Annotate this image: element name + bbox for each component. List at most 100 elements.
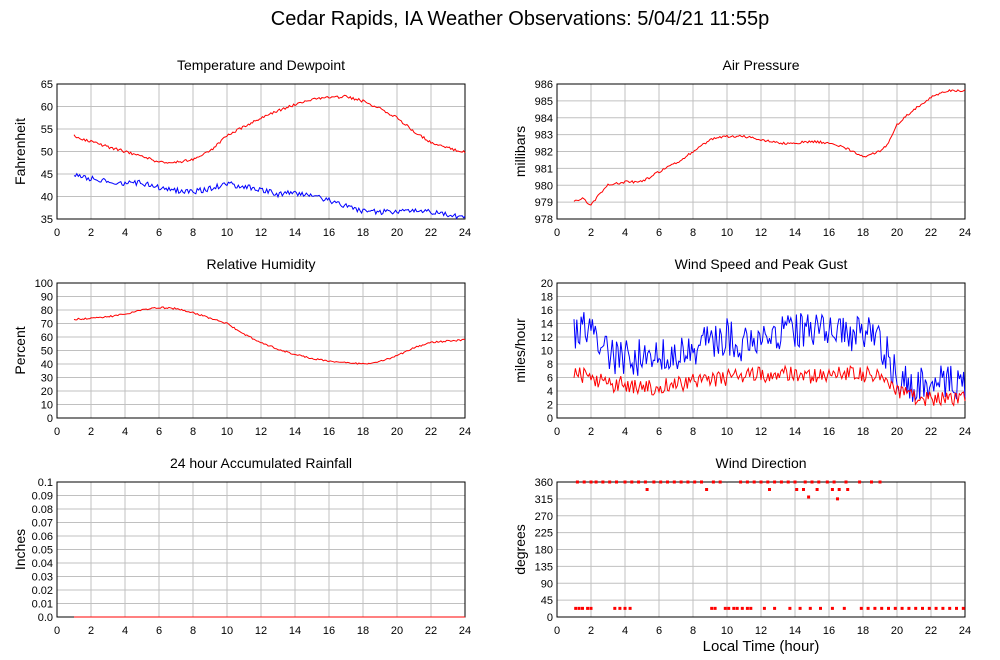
y-tick-label: 55 — [41, 124, 53, 136]
x-tick-label: 12 — [255, 426, 267, 438]
data-point — [768, 488, 771, 491]
page-title: Cedar Rapids, IA Weather Observations: 5… — [270, 8, 770, 30]
data-point — [808, 606, 812, 610]
x-tick-label: 18 — [357, 227, 369, 239]
data-point — [830, 488, 834, 491]
y-tick-label: 0.05 — [32, 545, 53, 557]
data-point — [900, 606, 904, 610]
y-tick-label: 0.06 — [32, 531, 53, 543]
data-point — [659, 480, 663, 484]
chart-humidity: 0 2 4 6 8 10 12 14 16 18 20 22 240102030405060708090… — [12, 256, 471, 438]
x-tick-label: 12 — [755, 426, 767, 438]
x-tick-label: 0 — [554, 625, 560, 637]
data-point — [846, 488, 850, 491]
data-point — [779, 480, 783, 484]
x-tick-label: 20 — [391, 625, 403, 637]
x-tick-label: 22 — [925, 625, 937, 637]
x-tick-label: 24 — [959, 625, 971, 637]
y-tick-label: 40 — [41, 192, 53, 204]
data-point — [739, 480, 743, 484]
data-point — [893, 606, 897, 610]
data-point — [810, 480, 814, 484]
x-tick-label: 6 — [156, 426, 162, 438]
y-tick-label: 225 — [535, 528, 553, 540]
data-point — [836, 497, 839, 501]
x-tick-label: 16 — [323, 426, 335, 438]
series-line — [573, 364, 966, 407]
data-point — [955, 606, 958, 610]
chart-title: Wind Speed and Peak Gust — [675, 256, 848, 272]
data-point — [788, 606, 792, 610]
x-tick-label: 4 — [622, 625, 628, 637]
data-point — [645, 488, 649, 491]
data-point — [623, 480, 627, 484]
chart-rain: 0 2 4 6 8 10 12 14 16 18 20 22 240.00.010.020.030.04… — [12, 455, 471, 637]
data-point — [628, 606, 632, 610]
x-tick-label: 22 — [425, 426, 437, 438]
x-tick-label: 4 — [622, 426, 628, 438]
y-tick-label: 0.08 — [32, 504, 53, 516]
x-tick-label: 6 — [656, 227, 662, 239]
x-tick-label: 16 — [323, 625, 335, 637]
y-tick-label: 0 — [547, 612, 553, 624]
x-tick-label: 12 — [755, 227, 767, 239]
data-point — [802, 488, 805, 491]
data-point — [672, 480, 676, 484]
data-point — [594, 480, 598, 484]
x-tick-label: 8 — [190, 625, 196, 637]
x-tick-label: 20 — [891, 227, 903, 239]
y-axis-label: Inches — [12, 529, 28, 570]
y-tick-label: 0.09 — [32, 491, 53, 503]
x-tick-label: 14 — [789, 426, 801, 438]
y-tick-label: 40 — [41, 359, 53, 371]
data-point — [586, 606, 590, 610]
data-point — [723, 606, 727, 610]
y-axis-label: Fahrenheit — [12, 118, 28, 185]
x-tick-label: 24 — [459, 227, 471, 239]
x-tick-label: 10 — [721, 625, 733, 637]
data-point — [825, 480, 829, 484]
y-tick-label: 10 — [41, 400, 53, 412]
y-tick-label: 18 — [541, 292, 553, 304]
data-point — [870, 480, 873, 484]
data-point — [710, 606, 714, 610]
x-tick-label: 8 — [690, 426, 696, 438]
x-tick-label: 8 — [690, 227, 696, 239]
data-point — [807, 495, 811, 499]
x-tick-label: 14 — [789, 227, 801, 239]
x-tick-label: 2 — [588, 426, 594, 438]
data-point — [927, 606, 931, 610]
x-tick-label: 22 — [425, 625, 437, 637]
data-point — [762, 606, 766, 610]
x-tick-label: 2 — [88, 625, 94, 637]
x-tick-label: 4 — [122, 426, 128, 438]
data-point — [608, 480, 612, 484]
x-tick-label: 12 — [755, 625, 767, 637]
series-line — [73, 172, 466, 220]
y-tick-label: 0.0 — [38, 612, 53, 624]
y-tick-label: 270 — [535, 511, 553, 523]
x-tick-label: 2 — [88, 227, 94, 239]
x-tick-label: 12 — [255, 625, 267, 637]
y-tick-label: 180 — [535, 545, 553, 557]
data-point — [941, 606, 945, 610]
x-tick-label: 18 — [857, 426, 869, 438]
data-point — [914, 606, 918, 610]
data-point — [582, 480, 586, 484]
y-tick-label: 135 — [535, 561, 553, 573]
data-point — [752, 480, 756, 484]
y-tick-label: 50 — [41, 147, 53, 159]
x-tick-label: 2 — [588, 227, 594, 239]
data-point — [711, 480, 715, 484]
x-tick-label: 14 — [289, 227, 301, 239]
x-tick-label: 2 — [88, 426, 94, 438]
plot-frame — [56, 83, 466, 220]
x-tick-label: 24 — [459, 426, 471, 438]
data-point — [630, 480, 634, 484]
y-tick-label: 60 — [41, 332, 53, 344]
data-point — [858, 480, 862, 484]
data-point — [749, 606, 753, 610]
y-tick-label: 35 — [41, 214, 53, 226]
data-point — [837, 488, 841, 491]
plot-frame — [56, 282, 466, 419]
